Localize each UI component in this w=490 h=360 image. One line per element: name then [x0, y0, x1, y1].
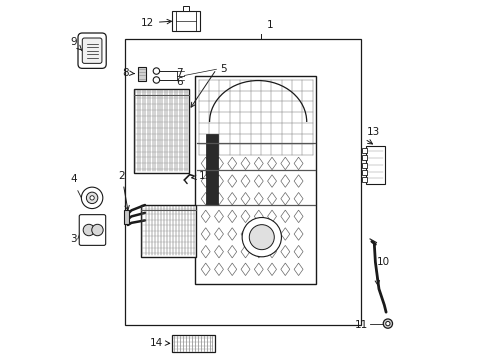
Bar — [134, 89, 189, 173]
Text: 8: 8 — [122, 68, 135, 78]
Text: 13: 13 — [367, 127, 380, 137]
Bar — [138, 67, 146, 81]
Text: 3: 3 — [71, 234, 77, 244]
Bar — [124, 210, 129, 224]
Bar — [141, 205, 196, 257]
Circle shape — [83, 224, 95, 236]
Text: 9: 9 — [71, 37, 82, 50]
Text: 12: 12 — [141, 18, 172, 28]
Bar — [362, 177, 367, 182]
Text: 2: 2 — [119, 171, 129, 210]
Circle shape — [153, 68, 160, 74]
Bar — [172, 335, 215, 352]
Circle shape — [86, 192, 98, 203]
Text: 10: 10 — [377, 257, 391, 267]
Circle shape — [249, 225, 274, 249]
FancyBboxPatch shape — [79, 215, 106, 246]
Bar — [362, 156, 367, 161]
FancyBboxPatch shape — [78, 33, 106, 68]
Bar — [362, 163, 367, 168]
Text: 4: 4 — [71, 174, 77, 184]
Bar — [362, 170, 367, 175]
Bar — [183, 6, 189, 12]
Bar — [195, 76, 317, 284]
Bar — [206, 134, 218, 205]
Text: 11: 11 — [355, 320, 368, 330]
Circle shape — [383, 319, 392, 328]
Bar — [362, 148, 367, 153]
Bar — [172, 11, 200, 31]
Circle shape — [81, 187, 103, 208]
Bar — [125, 39, 361, 325]
Circle shape — [153, 77, 160, 83]
Text: 6: 6 — [176, 77, 182, 87]
Text: 1: 1 — [267, 20, 273, 30]
Circle shape — [242, 217, 281, 257]
Bar — [367, 146, 385, 184]
FancyBboxPatch shape — [82, 38, 102, 63]
Text: 15: 15 — [192, 171, 212, 181]
Circle shape — [90, 196, 94, 200]
Text: 5: 5 — [220, 64, 226, 74]
Text: 7: 7 — [176, 68, 182, 78]
Text: 14: 14 — [149, 338, 170, 347]
Circle shape — [386, 321, 390, 326]
Circle shape — [92, 224, 103, 236]
